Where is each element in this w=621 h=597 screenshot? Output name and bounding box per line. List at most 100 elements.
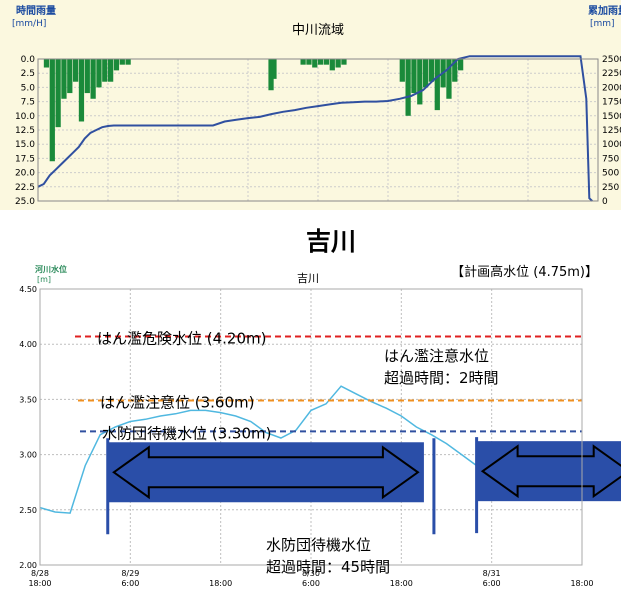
water-level-axis-label: 河川水位	[35, 264, 67, 274]
water-level-x-tick-date: 8/28	[31, 569, 49, 578]
rainfall-bars	[43, 59, 464, 162]
rainfall-bar	[417, 59, 423, 105]
rainfall-y-tick-label: 10.0	[15, 112, 35, 122]
rainfall-y-ticks: 0.0 2.5 5.0 7.5 10.0 12.5 15.0 17.5 20.0 22.5 25.0	[15, 55, 35, 207]
cumulative-y-tick-label: 1000	[602, 140, 621, 150]
rainfall-bar	[113, 59, 120, 71]
water-level-x-tick-time: 18:00	[390, 579, 413, 588]
rainfall-bar	[268, 59, 274, 91]
rainfall-bar	[458, 59, 464, 71]
cumulative-y-tick-label: 2000	[602, 83, 621, 93]
rainfall-bar	[300, 59, 306, 65]
water-level-y-tick-label: 4.00	[19, 340, 37, 349]
water-level-chart: 河川水位 [m] 吉川 【計画高水位 (4.75m)】 2.00 2.50 3.00…	[0, 256, 621, 593]
rainfall-bar	[67, 59, 73, 94]
water-level-y-tick-label: 4.50	[19, 285, 37, 294]
rainfall-bar	[411, 59, 417, 94]
planned-high-water-label: 【計画高水位 (4.75m)】	[451, 264, 598, 280]
rainfall-y-tick-label: 17.5	[15, 154, 35, 164]
cumulative-y-tick-label: 1250	[602, 126, 621, 136]
rainfall-bar	[73, 59, 79, 82]
water-level-y-tick-label: 2.50	[19, 506, 37, 515]
left-axis-label: 時間雨量	[16, 4, 56, 17]
water-level-x-tick-time: 6:00	[121, 579, 139, 588]
water-level-plot-frame	[39, 288, 583, 566]
rainfall-chart: 時間雨量 [mm/H] 累加雨量 [mm] 中川流域 0.0 2.5 5.0 7.5 1…	[0, 0, 621, 210]
rainfall-bar	[312, 59, 318, 68]
standby-duration-label-line1: 水防団待機水位	[266, 536, 371, 554]
rainfall-chart-title: 中川流域	[292, 23, 344, 38]
rainfall-bar	[84, 59, 90, 94]
rainfall-bar	[49, 59, 55, 162]
rainfall-bar	[323, 59, 330, 65]
rainfall-bar	[446, 59, 452, 99]
rainfall-bar	[43, 59, 50, 68]
threshold-label: 水防団待機水位 (3.30m)	[102, 424, 271, 442]
cumulative-y-tick-label: 500	[602, 169, 619, 179]
water-level-x-tick-date: 8/31	[483, 569, 501, 578]
water-level-grid	[40, 289, 582, 565]
standby-duration-label-line2: 超過時間：45時間	[266, 558, 390, 576]
threshold-label: はん濫危険水位 (4.20m)	[97, 329, 266, 347]
rainfall-bar	[399, 59, 405, 82]
rainfall-y-tick-label: 22.5	[15, 183, 35, 193]
rainfall-y-tick-label: 2.5	[21, 69, 35, 79]
rainfall-plot-frame	[37, 58, 599, 202]
water-level-x-tick-time: 18:00	[209, 579, 232, 588]
duration-arrow	[112, 445, 420, 500]
cumulative-y-ticks: 0 250 500 750 1000 1250 1500 1750 2000 2250 2500	[602, 55, 621, 207]
rainfall-y-tick-label: 12.5	[15, 126, 35, 136]
station-title: 吉川	[272, 222, 390, 262]
water-level-chart-title: 吉川	[297, 272, 319, 285]
duration-arrow	[480, 444, 621, 499]
rainfall-y-tick-label: 0.0	[21, 55, 36, 65]
rainfall-bar	[119, 59, 125, 65]
rainfall-y-tick-label: 5.0	[21, 83, 36, 93]
water-level-y-tick-label: 2.00	[19, 561, 37, 570]
right-axis-unit: [mm]	[590, 19, 615, 29]
right-axis-label: 累加雨量	[588, 4, 621, 17]
water-level-y-tick-label: 3.00	[19, 451, 37, 460]
cumulative-y-tick-label: 1750	[602, 98, 621, 108]
rainfall-bar	[329, 59, 335, 71]
threshold-lines: はん濫危険水位 (4.20m) はん濫注意位 (3.60m) 水防団待機水位 (3.…	[75, 329, 582, 442]
water-level-chart-svg: 河川水位 [m] 吉川 【計画高水位 (4.75m)】 2.00 2.50 3.00…	[19, 264, 621, 588]
water-level-y-ticks: 2.00 2.50 3.00 3.50 4.00 4.50	[19, 285, 37, 570]
water-level-x-tick-date: 8/29	[121, 569, 139, 578]
threshold-label: はん濫注意位 (3.60m)	[100, 394, 254, 412]
cumulative-y-tick-label: 2250	[602, 69, 621, 79]
cumulative-y-tick-label: 1500	[602, 112, 621, 122]
rainfall-bar	[108, 59, 114, 82]
rainfall-bar	[61, 59, 67, 99]
rainfall-bar	[125, 59, 131, 65]
rainfall-y-tick-label: 20.0	[15, 169, 35, 179]
rainfall-bar	[428, 59, 435, 82]
rainfall-bar	[434, 59, 440, 111]
cumulative-y-tick-label: 0	[602, 197, 608, 207]
rainfall-grid	[38, 59, 598, 201]
rainfall-y-tick-label: 25.0	[15, 197, 35, 207]
cumulative-rainfall-line	[37, 55, 593, 202]
water-level-x-tick-time: 18:00	[570, 579, 593, 588]
rainfall-bar	[335, 59, 341, 68]
rainfall-bar	[341, 59, 347, 65]
rainfall-bar	[271, 59, 277, 79]
rainfall-bar	[90, 59, 96, 99]
water-level-y-tick-label: 3.50	[19, 395, 37, 404]
attention-duration-label-line1: はん濫注意水位	[384, 347, 489, 365]
rainfall-bar	[96, 59, 102, 88]
rainfall-bar	[306, 59, 312, 65]
rainfall-y-tick-label: 15.0	[15, 140, 35, 150]
rainfall-bar	[78, 59, 85, 122]
water-level-x-tick-time: 6:00	[483, 579, 501, 588]
rainfall-bar	[423, 59, 429, 88]
rainfall-bar	[318, 59, 324, 65]
rainfall-bar	[452, 59, 458, 82]
water-level-x-tick-time: 18:00	[28, 579, 51, 588]
rainfall-bar	[55, 59, 61, 128]
left-axis-unit: [mm/H]	[12, 19, 46, 29]
water-level-x-tick-time: 6:00	[302, 579, 320, 588]
rainfall-bar	[405, 59, 411, 116]
